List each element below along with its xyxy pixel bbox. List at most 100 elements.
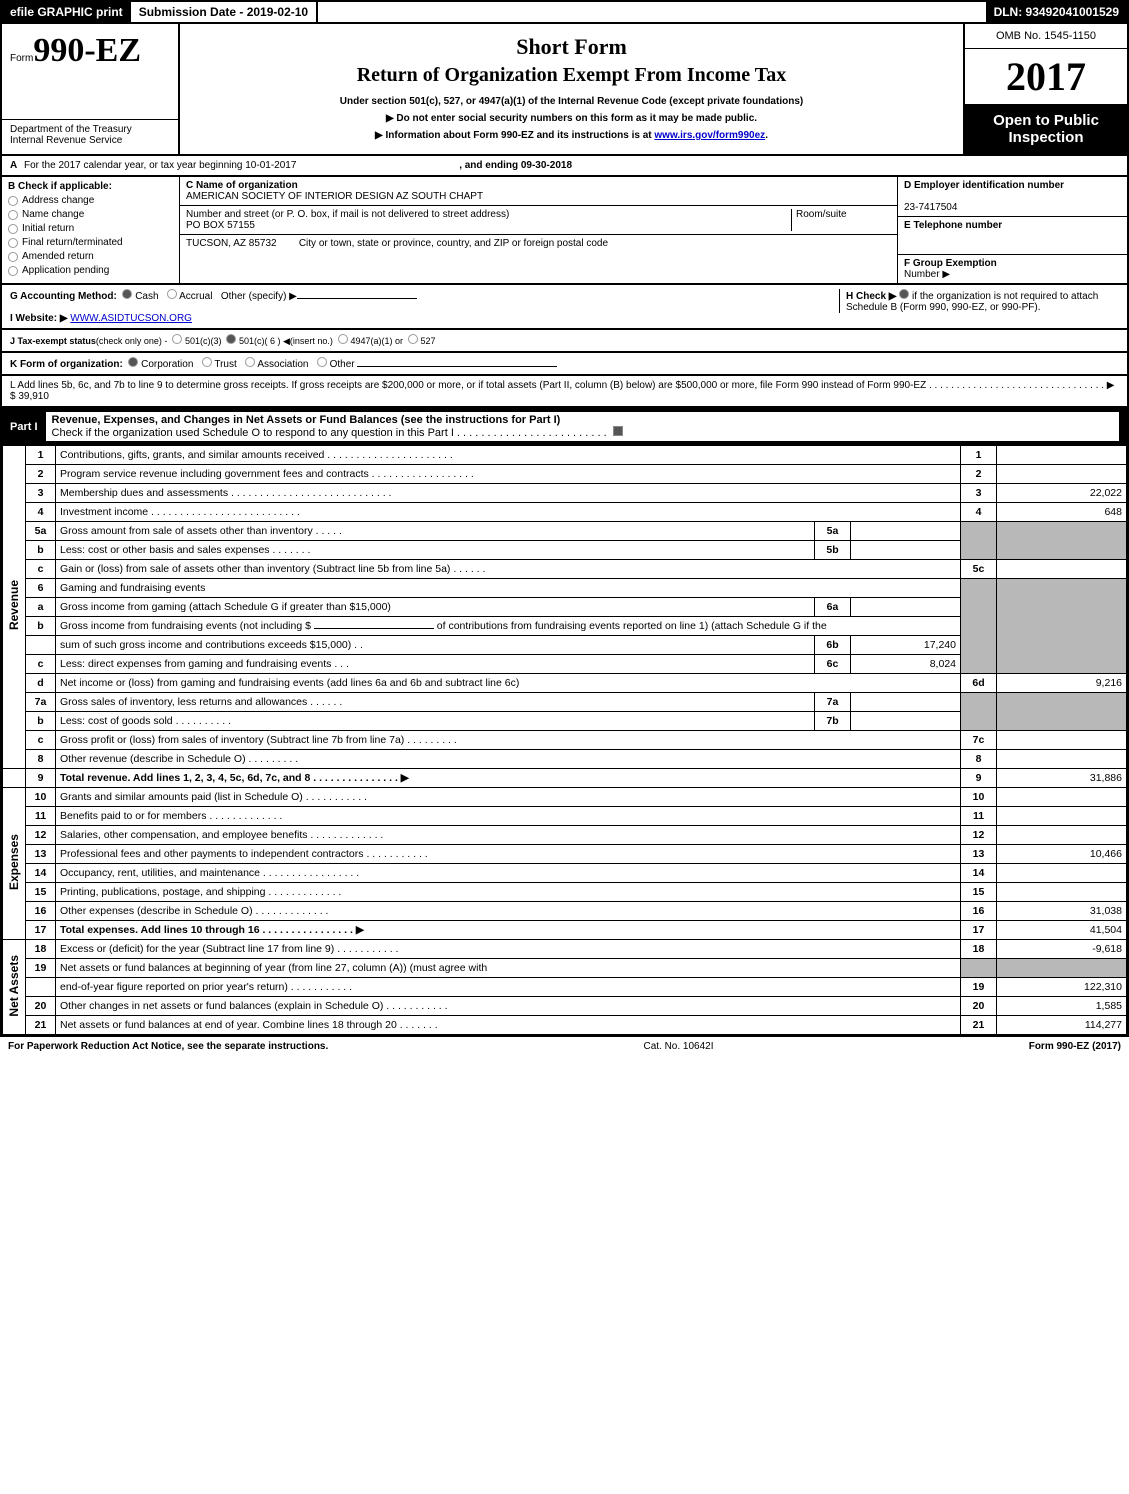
check-initial-return[interactable]: Initial return xyxy=(8,223,173,234)
row-num: 19 xyxy=(26,959,56,978)
street-label: Number and street (or P. O. box, if mail… xyxy=(186,209,509,220)
radio-icon[interactable] xyxy=(167,289,177,299)
radio-icon[interactable] xyxy=(245,357,255,367)
k-other-input[interactable] xyxy=(357,366,557,367)
row-amt xyxy=(997,864,1127,883)
form-title-2: Return of Organization Exempt From Incom… xyxy=(190,64,953,87)
row-idx: 3 xyxy=(961,484,997,503)
row-num: c xyxy=(26,655,56,674)
row-num: 1 xyxy=(26,446,56,465)
miniamt: 17,240 xyxy=(851,636,961,655)
row-amt xyxy=(997,446,1127,465)
street-value: PO BOX 57155 xyxy=(186,220,255,231)
row-num: 10 xyxy=(26,788,56,807)
row-amt: 1,585 xyxy=(997,997,1127,1016)
row-amt xyxy=(997,788,1127,807)
gray-cell xyxy=(997,693,1127,731)
table-row: 9 Total revenue. Add lines 1, 2, 3, 4, 5… xyxy=(3,769,1127,788)
checkbox-icon[interactable] xyxy=(613,426,623,436)
row-desc: Contributions, gifts, grants, and simila… xyxy=(56,446,961,465)
row-num: a xyxy=(26,598,56,617)
radio-icon xyxy=(8,196,18,206)
row-desc: Less: cost or other basis and sales expe… xyxy=(56,541,815,560)
check-final-return[interactable]: Final return/terminated xyxy=(8,237,173,248)
do-not-enter-text: ▶ Do not enter social security numbers o… xyxy=(190,113,953,124)
open-to-public-badge: Open to Public Inspection xyxy=(965,104,1127,154)
org-info-block: B Check if applicable: Address change Na… xyxy=(0,177,1129,285)
row-amt: 41,504 xyxy=(997,921,1127,940)
row-num: 7a xyxy=(26,693,56,712)
city-row: TUCSON, AZ 85732 City or town, state or … xyxy=(180,235,897,252)
radio-icon[interactable] xyxy=(408,334,418,344)
radio-icon[interactable] xyxy=(317,357,327,367)
room-suite-cell: Room/suite xyxy=(791,209,891,231)
check-name-change[interactable]: Name change xyxy=(8,209,173,220)
radio-icon[interactable] xyxy=(172,334,182,344)
miniamt xyxy=(851,693,961,712)
table-row: sum of such gross income and contributio… xyxy=(3,636,1127,655)
org-name-row: C Name of organization AMERICAN SOCIETY … xyxy=(180,177,897,206)
row-idx: 14 xyxy=(961,864,997,883)
check-application-pending[interactable]: Application pending xyxy=(8,265,173,276)
open-line-2: Inspection xyxy=(1008,129,1083,146)
j-4947: 4947(a)(1) or xyxy=(350,336,403,346)
gray-cell xyxy=(997,522,1127,560)
check-address-change[interactable]: Address change xyxy=(8,195,173,206)
gray-cell xyxy=(961,522,997,560)
minibox: 7b xyxy=(815,712,851,731)
row-num: 2 xyxy=(26,465,56,484)
radio-icon[interactable] xyxy=(128,357,138,367)
label-b: B Check if applicable: xyxy=(8,181,173,192)
row-num: 9 xyxy=(26,769,56,788)
check-label: Final return/terminated xyxy=(22,237,123,248)
f-label: F Group Exemption xyxy=(904,258,997,269)
efile-print-button[interactable]: efile GRAPHIC print xyxy=(2,2,131,22)
form-subtitle: Under section 501(c), 527, or 4947(a)(1)… xyxy=(190,96,953,107)
radio-icon[interactable] xyxy=(226,334,236,344)
form-number: 990-EZ xyxy=(33,32,141,69)
row-desc: Salaries, other compensation, and employ… xyxy=(56,826,961,845)
table-row: end-of-year figure reported on prior yea… xyxy=(3,978,1127,997)
ein-row: D Employer identification number 23-7417… xyxy=(898,177,1127,217)
table-row: d Net income or (loss) from gaming and f… xyxy=(3,674,1127,693)
table-row: 8 Other revenue (describe in Schedule O)… xyxy=(3,750,1127,769)
check-applicable-label: Check if applicable: xyxy=(18,181,112,192)
radio-icon[interactable] xyxy=(202,357,212,367)
row-desc: Professional fees and other payments to … xyxy=(56,845,961,864)
table-row: c Less: direct expenses from gaming and … xyxy=(3,655,1127,674)
radio-icon[interactable] xyxy=(122,289,132,299)
row-amt xyxy=(997,826,1127,845)
minibox: 6c xyxy=(815,655,851,674)
check-amended-return[interactable]: Amended return xyxy=(8,251,173,262)
g-label: G Accounting Method: xyxy=(10,291,117,302)
row-idx: 8 xyxy=(961,750,997,769)
table-row: 6 Gaming and fundraising events xyxy=(3,579,1127,598)
calendar-begin: For the 2017 calendar year, or tax year … xyxy=(24,160,296,171)
table-row: Net Assets 18 Excess or (deficit) for th… xyxy=(3,940,1127,959)
table-row: 3 Membership dues and assessments . . . … xyxy=(3,484,1127,503)
row-amt: 9,216 xyxy=(997,674,1127,693)
header-left: Form990-EZ Department of the Treasury In… xyxy=(2,24,180,154)
radio-icon[interactable] xyxy=(338,334,348,344)
line-g: G Accounting Method: Cash Accrual Other … xyxy=(10,289,839,324)
row-desc: Gross income from fundraising events (no… xyxy=(56,617,961,636)
form-header: Form990-EZ Department of the Treasury In… xyxy=(0,24,1129,156)
row-num: 8 xyxy=(26,750,56,769)
minibox: 6b xyxy=(815,636,851,655)
line-j: J Tax-exempt status(check only one) - 50… xyxy=(0,330,1129,353)
fundraising-amount-input[interactable] xyxy=(314,628,434,629)
website-link[interactable]: WWW.ASIDTUCSON.ORG xyxy=(70,313,192,324)
row-idx: 5c xyxy=(961,560,997,579)
ein-col: D Employer identification number 23-7417… xyxy=(897,177,1127,283)
check-label: Amended return xyxy=(22,251,94,262)
gray-cell xyxy=(961,579,997,674)
info-link[interactable]: www.irs.gov/form990ez xyxy=(654,130,765,141)
accounting-accrual: Accrual xyxy=(179,291,212,302)
table-row: Revenue 1 Contributions, gifts, grants, … xyxy=(3,446,1127,465)
section-spacer xyxy=(3,769,26,788)
row-amt xyxy=(997,560,1127,579)
radio-icon[interactable] xyxy=(899,289,909,299)
other-specify-input[interactable] xyxy=(297,298,417,299)
row-idx: 19 xyxy=(961,978,997,997)
row-amt: 648 xyxy=(997,503,1127,522)
